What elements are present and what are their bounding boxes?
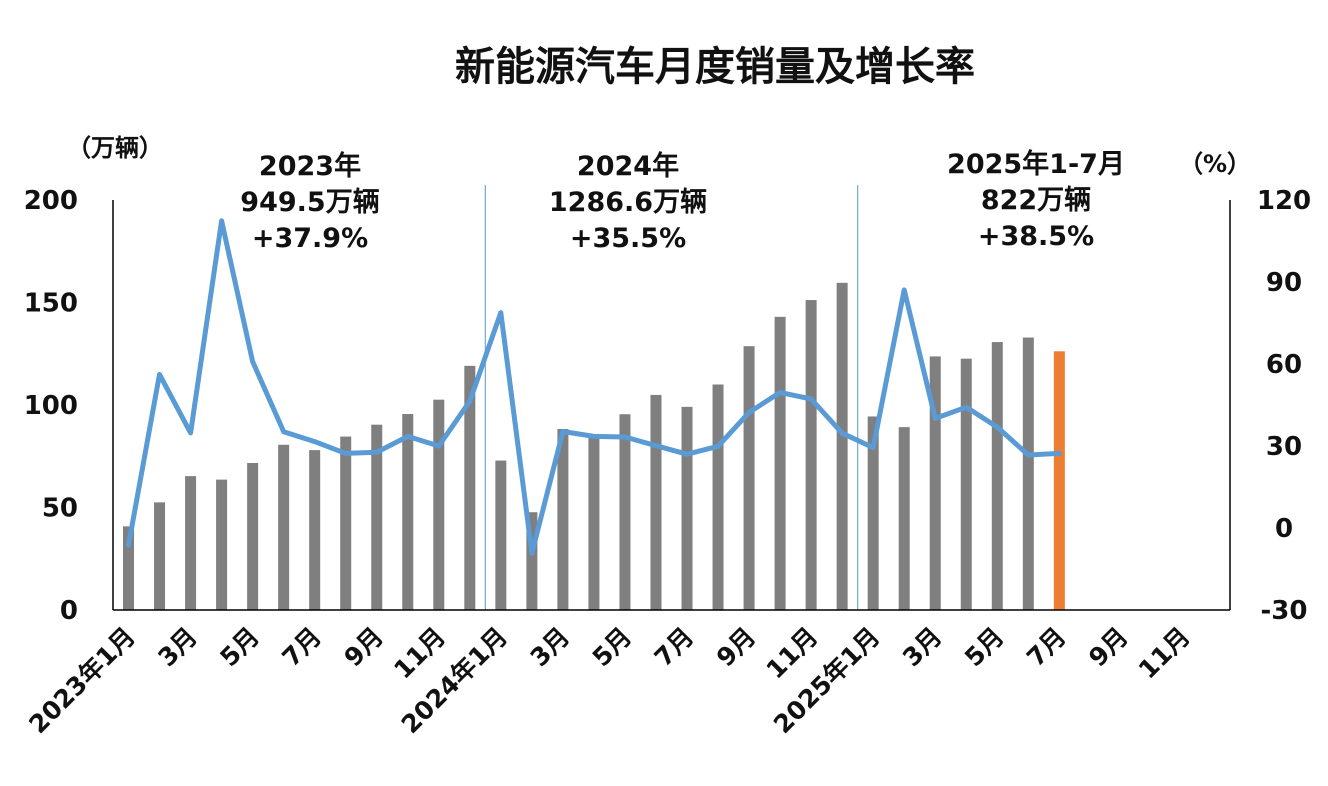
sales-bar [588,435,600,610]
sales-bar [433,399,445,610]
x-tick-label: 2023年1月 [23,622,140,739]
sales-bar [743,346,755,610]
x-tick-label: 9月 [338,622,388,672]
annotation-line: 2024年 [577,150,679,182]
sales-bar [805,300,817,610]
axes [112,200,1231,611]
x-tick-label: 7月 [276,622,326,672]
sales-bar [898,427,910,610]
x-tick-label: 3月 [897,622,947,672]
sales-bar [309,450,321,610]
sales-bar [402,414,414,610]
sales-bar [929,356,941,610]
left-tick-label: 150 [24,289,78,319]
annotation-line: 1286.6万辆 [549,187,707,218]
sales-bar [123,526,135,610]
x-tick-label: 5月 [214,622,264,672]
growth-line-series [126,218,1062,556]
year-annotations: 2023年 949.5万辆 +37.9% 2024年 1286.6万辆 +35.5% 202… [240,148,1125,254]
annotation-line: +38.5% [978,221,1094,252]
x-tick-label: 5月 [587,622,637,672]
x-tick-label: 9月 [711,622,761,672]
x-tick-label: 7月 [649,622,699,672]
x-tick-label: 11月 [1133,622,1196,685]
sales-bar [712,384,724,610]
year-dividers [484,185,859,610]
right-tick-label: 120 [1257,186,1311,216]
sales-bar [464,365,476,610]
sales-bar [774,316,786,610]
right-tick-label: 90 [1266,268,1302,298]
right-tick-label: 0 [1275,514,1293,544]
annotation-line: 2025年1-7月 [947,148,1125,180]
sales-bar [991,342,1003,610]
annotation-line: +37.9% [252,223,368,254]
sales-bar [185,476,197,610]
sales-bar [216,479,228,610]
sales-bar [619,414,631,610]
sales-bar [650,394,662,610]
x-tick-label: 5月 [959,622,1009,672]
left-tick-label: 100 [24,391,78,421]
sales-bar [495,460,507,610]
sales-bar [836,282,848,610]
right-axis-unit: （%） [1179,150,1251,178]
sales-bar [867,416,879,610]
chart-title: 新能源汽车月度销量及增长率 [455,44,975,90]
right-axis-ticks: -30 0 30 60 90 120 [1257,186,1311,626]
sales-bar [681,406,693,610]
sales-bar [154,502,166,610]
sales-bar [1053,351,1065,610]
sales-bar [1022,337,1034,610]
right-tick-label: 30 [1266,432,1302,462]
annotation-line: +35.5% [570,223,686,254]
left-axis-unit: （万辆） [67,134,163,162]
bar-series [123,282,1065,610]
left-tick-label: 50 [42,494,78,524]
sales-bar [960,358,972,610]
x-tick-label: 7月 [1021,622,1071,672]
annotation-line: 822万辆 [981,185,1091,216]
sales-bar [340,436,352,610]
x-tick-label: 9月 [1083,622,1133,672]
annotation-line: 2023年 [259,150,361,182]
right-tick-label: -30 [1261,596,1308,626]
annotation-line: 949.5万辆 [240,187,379,218]
sales-bar [526,512,538,610]
x-tick-label: 3月 [152,622,202,672]
sales-bar [247,463,259,610]
x-tick-label: 3月 [525,622,575,672]
left-axis-ticks: 0 50 100 150 200 [24,186,78,626]
sales-bar [557,428,569,610]
left-tick-label: 0 [60,596,78,626]
right-tick-label: 60 [1266,350,1302,380]
sales-bar [278,444,290,610]
sales-bar [371,424,383,610]
left-tick-label: 200 [24,186,78,216]
